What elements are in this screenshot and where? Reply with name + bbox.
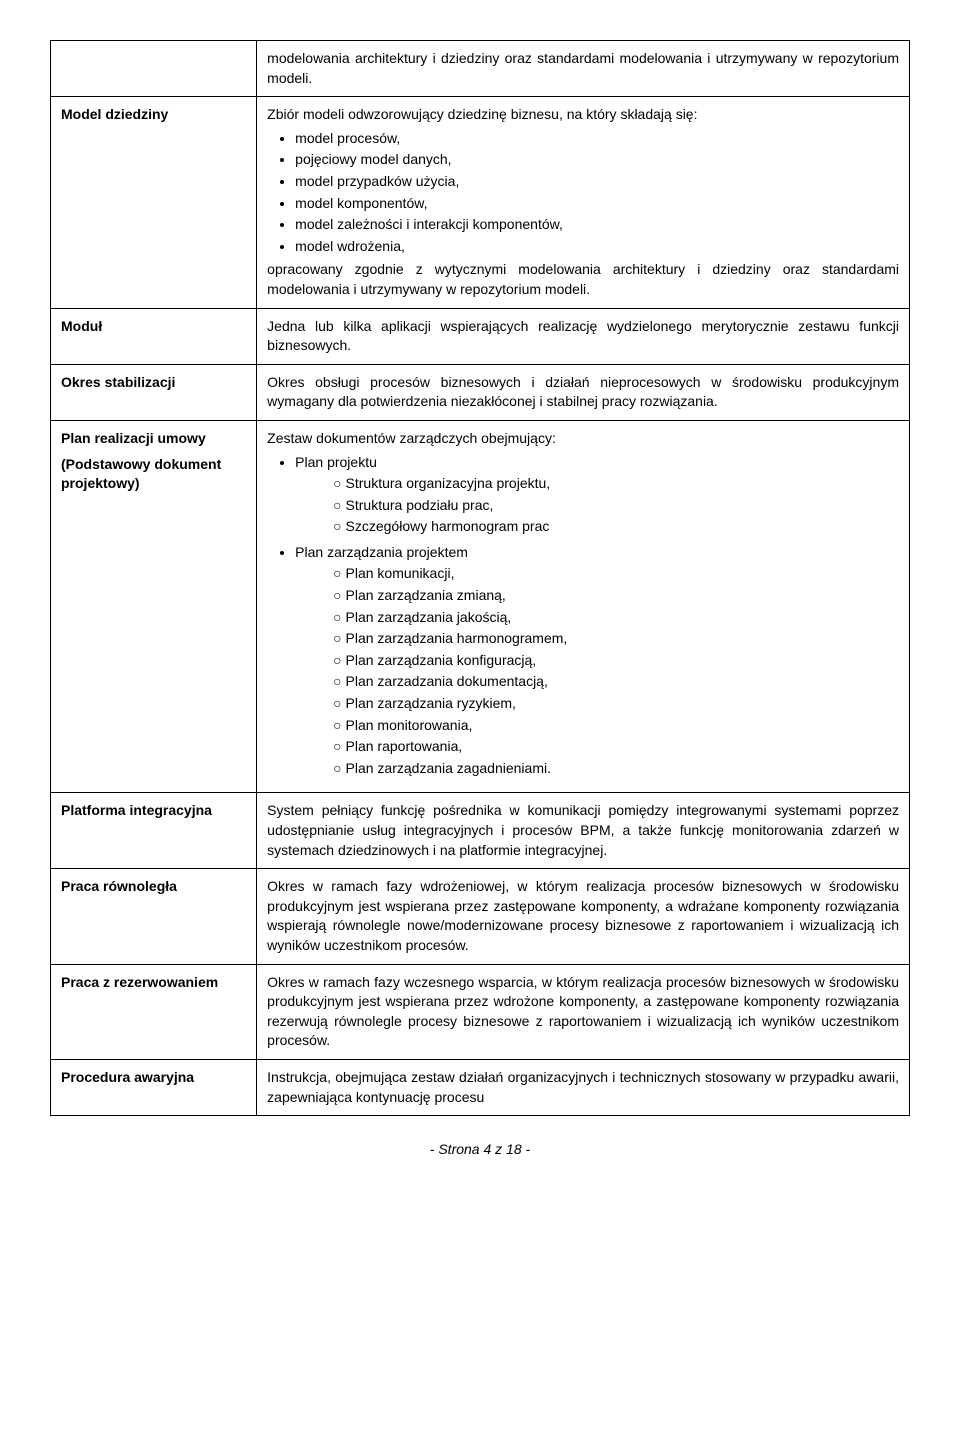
table-row: Praca z rezerwowaniem Okres w ramach faz… xyxy=(51,964,910,1059)
sub-item: Plan zarządzania jakością, xyxy=(333,608,899,628)
def-cell: Instrukcja, obejmująca zestaw działań or… xyxy=(257,1059,910,1115)
table-row: Plan realizacji umowy (Podstawowy dokume… xyxy=(51,420,910,793)
sub-list: Plan komunikacji, Plan zarządzania zmian… xyxy=(295,564,899,778)
term-cell: Moduł xyxy=(51,308,257,364)
sub-item: Plan komunikacji, xyxy=(333,564,899,584)
intro-text: Zestaw dokumentów zarządczych obejmujący… xyxy=(267,429,899,449)
term-cell: Platforma integracyjna xyxy=(51,793,257,869)
term-cell: Praca z rezerwowaniem xyxy=(51,964,257,1059)
sub-item: Plan zarządzania zmianą, xyxy=(333,586,899,606)
sub-item: Plan zarządzania konfiguracją, xyxy=(333,651,899,671)
list-item: Plan projektu Struktura organizacyjna pr… xyxy=(295,453,899,537)
list-item: model zależności i interakcji komponentó… xyxy=(295,215,899,235)
page-footer: - Strona 4 z 18 - xyxy=(50,1140,910,1160)
list-item: model procesów, xyxy=(295,129,899,149)
bullet-list: Plan projektu Struktura organizacyjna pr… xyxy=(267,453,899,779)
sub-item: Plan zarzadzania dokumentacją, xyxy=(333,672,899,692)
term-cell: Plan realizacji umowy (Podstawowy dokume… xyxy=(51,420,257,793)
sub-item: Struktura podziału prac, xyxy=(333,496,899,516)
table-row: Moduł Jedna lub kilka aplikacji wspieraj… xyxy=(51,308,910,364)
table-row: modelowania architektury i dziedziny ora… xyxy=(51,41,910,97)
list-item: model komponentów, xyxy=(295,194,899,214)
sub-item: Szczegółowy harmonogram prac xyxy=(333,517,899,537)
sub-item: Struktura organizacyjna projektu, xyxy=(333,474,899,494)
term-cell: Praca równoległa xyxy=(51,869,257,964)
def-cell: Zestaw dokumentów zarządczych obejmujący… xyxy=(257,420,910,793)
table-row: Procedura awaryjna Instrukcja, obejmując… xyxy=(51,1059,910,1115)
list-item: pojęciowy model danych, xyxy=(295,150,899,170)
sub-item: Plan monitorowania, xyxy=(333,716,899,736)
list-item: model wdrożenia, xyxy=(295,237,899,257)
term-cell: Okres stabilizacji xyxy=(51,364,257,420)
def-cell: modelowania architektury i dziedziny ora… xyxy=(257,41,910,97)
definitions-table: modelowania architektury i dziedziny ora… xyxy=(50,40,910,1116)
sub-item: Plan zarządzania ryzykiem, xyxy=(333,694,899,714)
def-cell: Okres obsługi procesów biznesowych i dzi… xyxy=(257,364,910,420)
term-cell xyxy=(51,41,257,97)
def-cell: Okres w ramach fazy wdrożeniowej, w któr… xyxy=(257,869,910,964)
item-label: Plan projektu xyxy=(295,454,377,470)
term-cell: Model dziedziny xyxy=(51,97,257,308)
bullet-list: model procesów, pojęciowy model danych, … xyxy=(267,129,899,257)
table-row: Model dziedziny Zbiór modeli odwzorowują… xyxy=(51,97,910,308)
sub-item: Plan raportowania, xyxy=(333,737,899,757)
table-row: Praca równoległa Okres w ramach fazy wdr… xyxy=(51,869,910,964)
def-cell: System pełniący funkcję pośrednika w kom… xyxy=(257,793,910,869)
def-cell: Jedna lub kilka aplikacji wspierających … xyxy=(257,308,910,364)
def-cell: Okres w ramach fazy wczesnego wsparcia, … xyxy=(257,964,910,1059)
sub-item: Plan zarządzania harmonogramem, xyxy=(333,629,899,649)
item-label: Plan zarządzania projektem xyxy=(295,544,468,560)
term-cell: Procedura awaryjna xyxy=(51,1059,257,1115)
tail-text: opracowany zgodnie z wytycznymi modelowa… xyxy=(267,260,899,299)
sub-list: Struktura organizacyjna projektu, Strukt… xyxy=(295,474,899,537)
list-item: Plan zarządzania projektem Plan komunika… xyxy=(295,543,899,779)
def-cell: Zbiór modeli odwzorowujący dziedzinę biz… xyxy=(257,97,910,308)
table-row: Platforma integracyjna System pełniący f… xyxy=(51,793,910,869)
table-row: Okres stabilizacji Okres obsługi procesó… xyxy=(51,364,910,420)
list-item: model przypadków użycia, xyxy=(295,172,899,192)
term-line2: (Podstawowy dokument projektowy) xyxy=(61,455,246,494)
sub-item: Plan zarządzania zagadnieniami. xyxy=(333,759,899,779)
intro-text: Zbiór modeli odwzorowujący dziedzinę biz… xyxy=(267,105,899,125)
term-line1: Plan realizacji umowy xyxy=(61,429,246,449)
